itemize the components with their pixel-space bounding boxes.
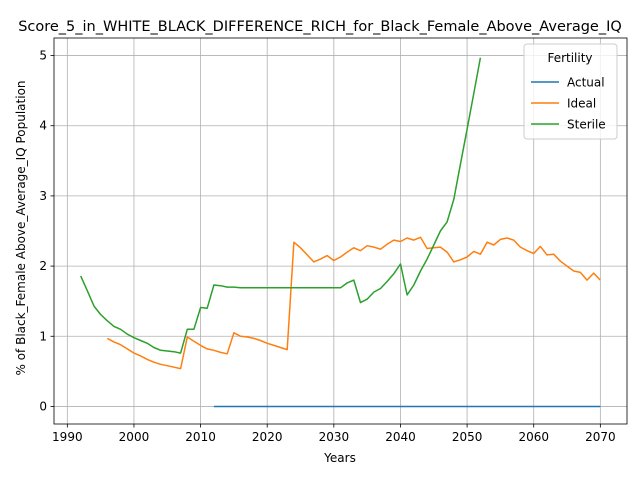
legend: Fertility Actual Ideal Sterile: [523, 43, 618, 140]
y-tick-label: 0: [39, 399, 47, 413]
legend-box: [523, 43, 618, 140]
y-axis: 0 1 2 3 4 5: [39, 49, 54, 413]
legend-label-ideal: Ideal: [567, 97, 596, 111]
legend-label-sterile: Sterile: [567, 118, 606, 132]
x-axis-label: Years: [323, 451, 356, 465]
y-axis-label: % of Black_Female Above_Average_IQ Popul…: [14, 80, 28, 375]
legend-entries: Actual Ideal Sterile: [531, 76, 606, 132]
x-tick-label: 1990: [52, 430, 83, 444]
y-tick-label: 2: [39, 259, 47, 273]
series-line-ideal: [106, 236, 601, 370]
legend-title: Fertility: [547, 51, 592, 65]
x-tick-label: 2050: [452, 430, 483, 444]
series-layer: [80, 57, 601, 408]
series-line-sterile: [80, 57, 482, 354]
x-tick-label: 2010: [185, 430, 216, 444]
x-tick-label: 2000: [119, 430, 150, 444]
x-tick-label: 2020: [252, 430, 283, 444]
plot-area-frame: [53, 37, 628, 425]
y-tick-label: 1: [39, 329, 47, 343]
x-tick-label: 2030: [319, 430, 350, 444]
chart-title: Score_5_in_WHITE_BLACK_DIFFERENCE_RICH_f…: [18, 19, 622, 35]
y-tick-label: 4: [39, 119, 47, 133]
legend-label-actual: Actual: [567, 76, 605, 90]
x-axis: 1990 2000 2010 2020 2030 2040 2050 2060 2070: [52, 424, 616, 444]
x-tick-label: 2070: [585, 430, 616, 444]
y-tick-label: 5: [39, 49, 47, 63]
x-tick-label: 2060: [518, 430, 549, 444]
x-tick-label: 2040: [385, 430, 416, 444]
y-tick-label: 3: [39, 189, 47, 203]
